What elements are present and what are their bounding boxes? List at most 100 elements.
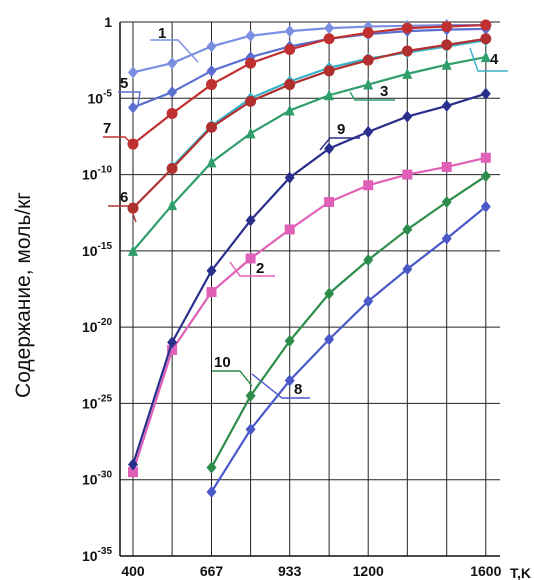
series-labels: 1 2 3 4 5 6 7 8 9 10	[103, 25, 508, 399]
y-tick-label: 10-15	[82, 241, 112, 259]
data-point-10	[206, 461, 217, 474]
data-point-7	[166, 108, 178, 120]
data-point-2	[206, 287, 217, 298]
data-point-7	[401, 22, 413, 34]
x-axis-label: T,K	[510, 565, 531, 580]
data-point-7	[323, 33, 335, 45]
data-point-1	[245, 29, 256, 42]
data-point-1	[324, 22, 335, 35]
series-label-5: 5	[120, 75, 128, 92]
series-10	[206, 170, 491, 474]
series-label-4: 4	[490, 51, 499, 68]
data-point-9	[441, 99, 452, 112]
data-point-3	[363, 78, 374, 90]
data-point-7	[441, 21, 453, 33]
data-point-9	[245, 214, 256, 227]
data-point-9	[128, 458, 138, 471]
data-point-8	[284, 374, 295, 387]
series-label-1: 1	[158, 25, 166, 42]
y-tick-label: 10-20	[82, 317, 112, 335]
data-point-7	[480, 19, 492, 31]
data-point-6	[284, 79, 296, 91]
data-point-2	[480, 152, 491, 163]
y-tick-base: 10	[82, 243, 98, 259]
y-tick-exponent: -35	[98, 546, 113, 557]
data-point-3	[284, 104, 295, 116]
data-point-3	[167, 199, 178, 211]
series-line-7	[132, 23, 486, 145]
data-point-8	[245, 423, 256, 436]
data-point-9	[480, 87, 491, 100]
y-tick-exponent: -5	[103, 88, 112, 99]
y-tick-exponent: -10	[98, 165, 113, 176]
series-6	[127, 33, 492, 214]
series-7	[127, 19, 492, 150]
series-group	[127, 19, 492, 498]
y-tick-base: 10	[82, 548, 98, 564]
data-point-6	[245, 95, 257, 107]
y-tick-label: 10-5	[88, 88, 113, 106]
y-tick-label: 10-10	[82, 165, 112, 183]
series-line-8	[210, 205, 487, 493]
data-point-3	[245, 127, 256, 139]
series-leader-3	[349, 91, 395, 101]
data-point-1	[128, 66, 138, 79]
data-point-3	[480, 51, 491, 63]
y-tick-base: 10	[82, 472, 98, 488]
series-leader-2	[229, 261, 275, 277]
series-line-10	[210, 175, 487, 469]
series-label-3: 3	[380, 83, 388, 100]
data-point-3	[206, 156, 217, 168]
y-tick-base: 10	[88, 90, 104, 106]
data-point-7	[362, 27, 374, 39]
data-point-9	[167, 336, 178, 349]
series-leader-7	[103, 136, 137, 149]
data-point-8	[363, 295, 374, 308]
data-point-6	[127, 202, 139, 214]
x-tick-label: 1200	[353, 563, 384, 579]
data-point-10	[441, 196, 452, 209]
series-label-8: 8	[294, 381, 302, 398]
series-leader-1	[150, 39, 199, 63]
series-3	[128, 51, 491, 256]
data-point-1	[284, 25, 295, 38]
data-point-10	[363, 254, 374, 267]
series-line-9	[131, 92, 487, 465]
series-8	[206, 200, 491, 498]
data-point-9	[324, 142, 335, 155]
data-point-2	[245, 253, 256, 264]
data-point-1	[206, 40, 217, 53]
data-point-2	[128, 467, 138, 478]
data-point-1	[363, 20, 374, 33]
data-point-3	[402, 67, 413, 79]
series-leader-8	[251, 373, 310, 399]
data-point-10	[324, 287, 335, 300]
data-point-9	[363, 125, 374, 138]
series-2	[128, 152, 491, 478]
y-tick-exponent: -15	[98, 241, 113, 252]
y-tick-base: 1	[104, 14, 112, 30]
data-point-8	[402, 263, 413, 276]
data-point-6	[166, 162, 178, 174]
data-point-7	[284, 43, 296, 55]
data-point-10	[402, 223, 413, 236]
series-label-6: 6	[120, 189, 128, 206]
series-leader-5	[118, 91, 141, 106]
data-point-6	[205, 121, 217, 133]
series-line-6	[132, 37, 486, 209]
data-point-8	[441, 232, 452, 245]
y-tick-exponent: -30	[98, 470, 113, 481]
data-point-8	[480, 200, 491, 213]
data-point-5	[128, 101, 138, 114]
data-point-6	[480, 33, 492, 45]
data-point-10	[284, 334, 295, 347]
data-point-2	[167, 345, 178, 356]
data-point-2	[441, 161, 452, 172]
x-tick-label: 1600	[470, 563, 501, 579]
data-point-1	[167, 57, 178, 70]
data-point-6	[323, 65, 335, 77]
series-leader-9	[319, 137, 360, 151]
y-tick-base: 10	[82, 395, 98, 411]
data-point-10	[245, 389, 256, 402]
